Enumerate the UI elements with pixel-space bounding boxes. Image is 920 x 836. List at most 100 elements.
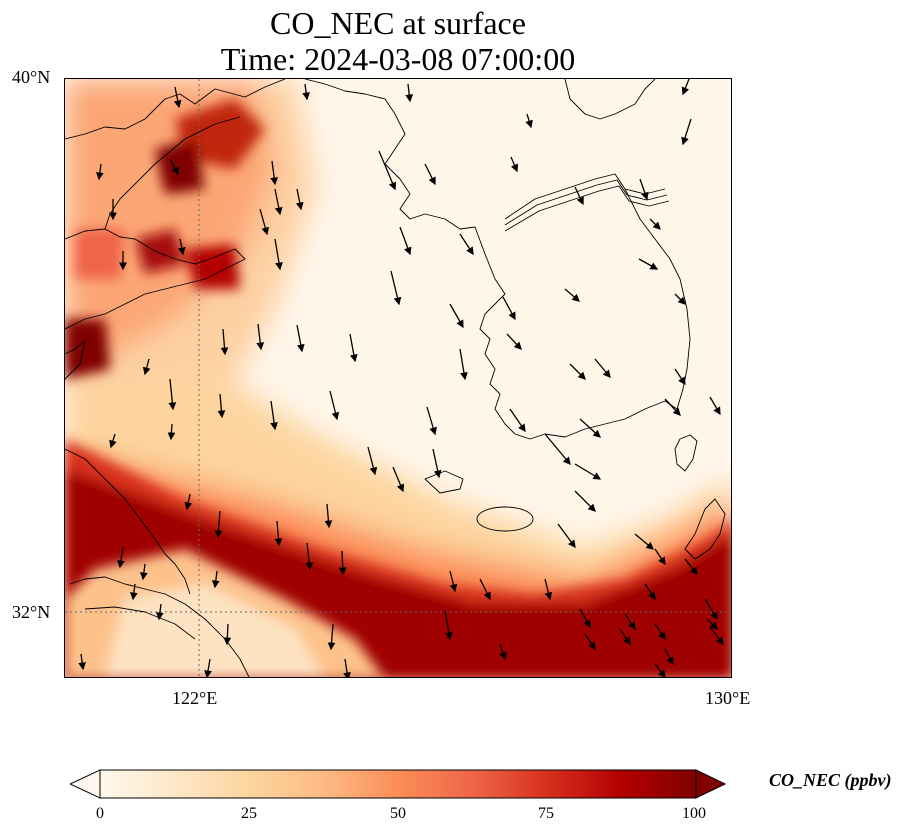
wind-arrow — [169, 158, 179, 176]
colorbar — [70, 769, 726, 799]
gridlines — [65, 79, 731, 677]
wind-arrow — [674, 368, 686, 386]
wind-arrow — [709, 396, 721, 416]
wind-arrow — [329, 390, 340, 421]
wind-arrow — [274, 238, 283, 271]
wind-arrow — [574, 186, 584, 206]
wind-arrow — [327, 623, 336, 651]
wind-arrow — [479, 578, 491, 601]
wind-arrow — [704, 598, 718, 621]
wind-arrow — [270, 400, 278, 431]
wind-arrow — [223, 623, 232, 646]
wind-arrow — [367, 446, 378, 476]
wind-arrow — [564, 288, 580, 302]
wind-arrow — [214, 510, 223, 539]
wind-arrow — [506, 333, 522, 350]
wind-arrow — [706, 618, 718, 630]
wind-arrow — [649, 218, 661, 230]
wind-arrow — [168, 378, 177, 411]
wind-arrow — [305, 542, 314, 571]
lon-label-122: 122°E — [172, 688, 218, 708]
wind-arrow — [638, 258, 659, 270]
wind-arrow — [274, 520, 283, 547]
colorbar-gradient — [99, 769, 697, 799]
colorbar-extend-high — [695, 769, 726, 799]
wind-arrow — [432, 448, 442, 479]
wind-vectors — [78, 79, 724, 677]
lat-label-40: 40°N — [12, 67, 51, 87]
colorbar-tick-50: 50 — [390, 805, 406, 822]
wind-arrow — [424, 163, 436, 186]
wind-arrow — [574, 490, 596, 512]
wind-arrow — [378, 150, 397, 191]
wind-arrow — [324, 503, 333, 529]
lon-label-130: 130°E — [705, 688, 751, 708]
wind-arrow — [684, 558, 698, 576]
wind-arrow — [557, 523, 576, 549]
wind-arrow — [117, 546, 125, 569]
wind-arrow — [78, 653, 87, 671]
map-panel[interactable] — [64, 78, 732, 678]
wind-arrow — [426, 406, 437, 436]
wind-arrow — [142, 358, 151, 376]
wind-arrow — [155, 603, 164, 621]
wind-arrow — [654, 548, 666, 566]
wind-arrow — [390, 270, 402, 306]
wind-arrow — [579, 418, 601, 438]
wind-arrow — [129, 583, 138, 601]
wind-arrow — [459, 233, 474, 256]
wind-arrow — [624, 613, 636, 631]
wind-arrow — [544, 578, 553, 601]
wind-arrow — [525, 113, 533, 129]
wind-arrow — [654, 663, 666, 677]
wind-arrow — [654, 623, 666, 641]
wind-arrow — [392, 466, 405, 493]
wind-arrow — [173, 86, 182, 109]
wind-arrow — [109, 433, 117, 449]
wind-arrow — [709, 626, 724, 646]
wind-arrow — [211, 570, 220, 589]
wind-arrow — [569, 363, 586, 380]
colorbar-tick-0: 0 — [96, 805, 104, 822]
wind-arrow — [302, 83, 311, 101]
wind-arrow — [664, 398, 681, 416]
wind-arrow — [449, 570, 458, 593]
wind-arrow — [681, 118, 692, 146]
wind-arrow — [681, 79, 690, 96]
wind-arrow — [184, 493, 193, 511]
wind-arrow — [259, 208, 270, 236]
wind-arrow — [594, 358, 611, 378]
wind-arrow — [95, 163, 104, 181]
map-canvas — [65, 79, 731, 677]
wind-arrow — [217, 393, 226, 419]
wind-arrow — [343, 658, 351, 677]
wind-arrow — [405, 83, 414, 103]
wind-arrow — [579, 608, 591, 629]
wind-arrow — [296, 324, 305, 353]
wind-arrow — [574, 463, 602, 480]
wind-arrow — [510, 156, 519, 173]
wind-arrow — [177, 238, 186, 256]
colorbar-extend-low — [70, 769, 101, 799]
wind-arrow — [338, 550, 347, 576]
colorbar-label: CO_NEC (ppbv) — [769, 770, 892, 790]
wind-arrow — [584, 633, 596, 651]
wind-arrow — [349, 333, 358, 363]
wind-arrow — [256, 323, 265, 351]
wind-arrow — [634, 533, 654, 550]
concentration-field — [65, 79, 731, 677]
wind-arrow — [664, 648, 674, 666]
wind-arrow — [274, 188, 283, 216]
map-title-line1: CO_NEC at surface — [270, 5, 526, 41]
colorbar-tick-75: 75 — [538, 805, 554, 822]
wind-arrow — [509, 408, 526, 433]
wind-arrow — [295, 188, 304, 211]
wind-arrow — [399, 226, 412, 256]
colorbar-tick-25: 25 — [241, 805, 257, 822]
wind-arrow — [644, 583, 656, 601]
wind-arrow — [544, 433, 571, 465]
wind-arrow — [270, 160, 279, 186]
wind-arrow — [204, 658, 212, 677]
wind-arrow — [444, 610, 453, 641]
wind-arrow — [449, 303, 464, 329]
